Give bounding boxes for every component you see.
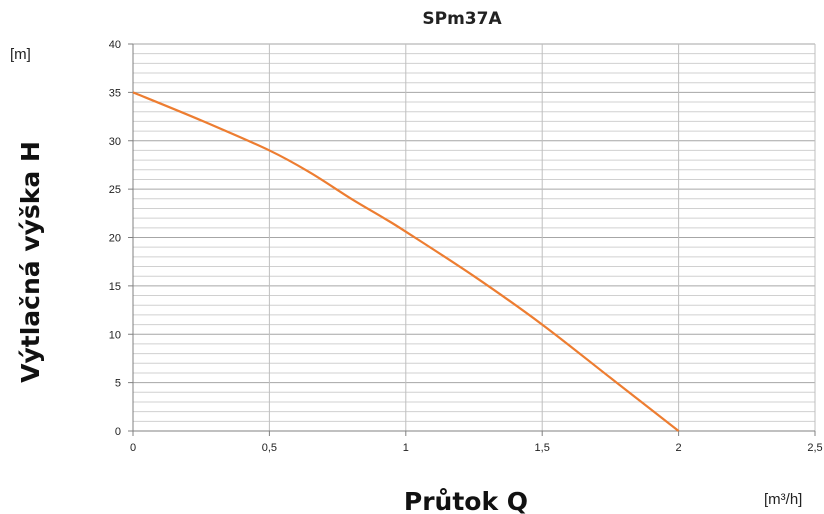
y-tick-label: 10 [109, 329, 121, 341]
y-tick-label: 20 [109, 233, 121, 245]
series-line [132, 91, 680, 432]
major-gridlines [133, 43, 816, 431]
y-axis-unit: [m] [10, 46, 31, 63]
y-tick-label: 25 [109, 184, 121, 196]
x-tick-label: 0,5 [262, 442, 277, 454]
series-layer [132, 91, 680, 432]
x-axis-unit: [m³/h] [764, 491, 802, 508]
x-tick-label: 2 [676, 442, 682, 454]
y-tick-label: 15 [109, 281, 121, 293]
x-tick-label: 1,5 [535, 442, 550, 454]
y-tick-label: 40 [109, 39, 121, 51]
y-tick-label: 30 [109, 136, 121, 148]
x-axis-title: Průtok Q [404, 487, 528, 514]
y-tick-label: 35 [109, 87, 121, 99]
x-tick-label: 1 [403, 442, 409, 454]
y-axis-title: Výtlačná výška H [16, 141, 45, 383]
x-tick-label: 0 [130, 442, 136, 454]
y-tick-label: 5 [115, 378, 121, 390]
tick-labels: 0 5 10 15 20 25 30 35 40 0 0,5 1 1,5 2 2,5 [109, 39, 823, 454]
x-tick-label: 2,5 [807, 442, 822, 454]
y-tick-label: 0 [115, 426, 121, 438]
chart-title: SPm37A [422, 9, 502, 29]
axes [128, 43, 816, 436]
